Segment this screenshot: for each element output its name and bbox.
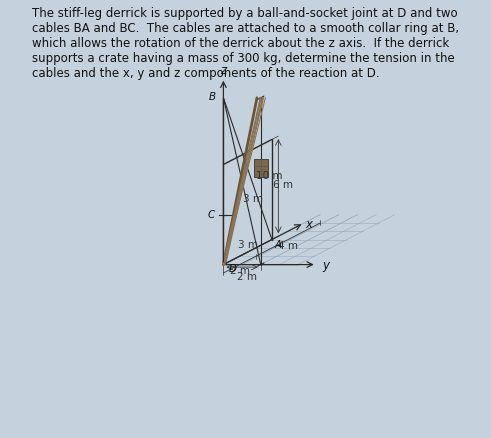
Text: 10 m: 10 m — [256, 171, 282, 181]
Bar — [254, 160, 268, 177]
Text: x: x — [305, 218, 313, 231]
Text: 2 m: 2 m — [230, 265, 249, 275]
Text: B: B — [209, 92, 216, 102]
Text: The stiff-leg derrick is supported by a ball-and-socket joint at D and two
cable: The stiff-leg derrick is supported by a … — [32, 7, 459, 79]
Text: C: C — [208, 209, 215, 219]
Text: z: z — [220, 64, 226, 77]
Text: 4 m: 4 m — [278, 240, 298, 250]
Text: 2 m: 2 m — [237, 271, 257, 281]
Text: 3 m: 3 m — [243, 193, 263, 203]
Text: 6 m: 6 m — [273, 179, 293, 189]
Text: y: y — [323, 258, 329, 272]
Text: D: D — [228, 264, 236, 273]
Text: A: A — [274, 240, 281, 249]
Text: 3 m: 3 m — [238, 240, 258, 250]
